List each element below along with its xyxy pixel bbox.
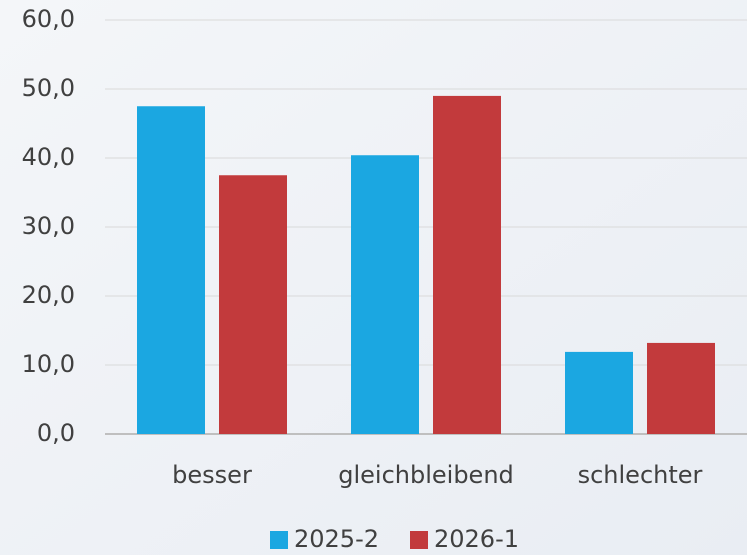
bar [565, 351, 633, 434]
y-tick-label: 0,0 [37, 419, 75, 447]
bar [351, 155, 419, 435]
legend-label: 2026-1 [434, 525, 519, 553]
x-tick-label: schlechter [578, 461, 703, 489]
legend-label: 2025-2 [294, 525, 379, 553]
bar [137, 106, 205, 434]
legend-swatch [410, 531, 428, 549]
y-tick-label: 20,0 [22, 281, 75, 309]
x-tick-label: besser [172, 461, 252, 489]
bar [433, 95, 501, 435]
y-tick-label: 40,0 [22, 143, 75, 171]
y-tick-label: 10,0 [22, 350, 75, 378]
y-tick-label: 50,0 [22, 74, 75, 102]
y-tick-label: 60,0 [22, 5, 75, 33]
y-tick-label: 30,0 [22, 212, 75, 240]
legend-swatch [270, 531, 288, 549]
bar [219, 175, 287, 434]
bar [647, 342, 715, 434]
x-tick-label: gleichbleibend [338, 461, 514, 489]
